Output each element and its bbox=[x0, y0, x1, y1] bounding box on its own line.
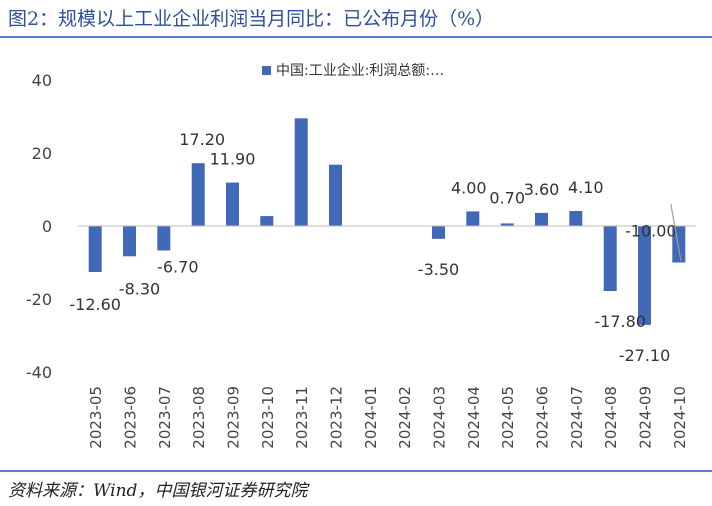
x-tick-label: 2023-06 bbox=[122, 386, 140, 449]
data-label: 11.90 bbox=[210, 150, 256, 169]
x-tick-label: 2023-10 bbox=[259, 386, 277, 449]
bar bbox=[638, 226, 651, 325]
x-axis: 2023-05 2023-06 2023-07 2023-08 2023-09 2023-… bbox=[87, 386, 689, 449]
data-label: -10.00 bbox=[625, 222, 677, 241]
x-tick-label: 2024-10 bbox=[671, 386, 689, 449]
bar bbox=[260, 216, 274, 226]
bar bbox=[294, 118, 308, 226]
bar bbox=[603, 226, 617, 291]
x-tick-label: 2024-09 bbox=[637, 386, 655, 449]
bar bbox=[466, 211, 480, 226]
x-tick-label: 2024-03 bbox=[431, 386, 449, 449]
x-tick-label: 2024-07 bbox=[568, 386, 586, 449]
chart: 中国:工业企业:利润总额:… 40 20 0 -20 -40 -12.60-8.30 -6… bbox=[26, 62, 696, 449]
top-rule bbox=[0, 36, 712, 38]
bar bbox=[88, 226, 102, 272]
bar bbox=[672, 226, 686, 263]
x-tick-label: 2023-07 bbox=[156, 386, 174, 449]
bars bbox=[88, 118, 686, 325]
data-label: 3.60 bbox=[524, 180, 560, 199]
x-tick-label: 2023-11 bbox=[293, 386, 311, 449]
x-tick-label: 2024-01 bbox=[362, 386, 380, 449]
bar bbox=[535, 212, 548, 226]
data-label: -3.50 bbox=[418, 260, 459, 279]
data-label: 4.10 bbox=[568, 178, 604, 197]
bar bbox=[500, 223, 514, 226]
bar bbox=[123, 226, 136, 257]
x-tick-label: 2023-08 bbox=[190, 386, 208, 449]
bar bbox=[157, 226, 171, 251]
bar bbox=[432, 226, 445, 239]
x-tick-label: 2024-06 bbox=[534, 386, 552, 449]
legend: 中国:工业企业:利润总额:… bbox=[262, 62, 444, 79]
bar bbox=[329, 164, 342, 226]
bar bbox=[226, 182, 239, 226]
x-tick-label: 2023-09 bbox=[225, 386, 243, 449]
data-label: -6.70 bbox=[157, 258, 198, 277]
bar bbox=[191, 163, 205, 226]
data-label: 4.00 bbox=[451, 178, 487, 197]
y-tick-label: 0 bbox=[42, 217, 52, 236]
data-label: -17.80 bbox=[594, 312, 646, 331]
x-tick-label: 2024-02 bbox=[396, 386, 414, 449]
y-axis: 40 20 0 -20 -40 bbox=[26, 71, 52, 382]
x-tick-label: 2023-05 bbox=[87, 386, 105, 449]
data-label: 17.20 bbox=[179, 130, 225, 149]
y-tick-label: 20 bbox=[32, 144, 52, 163]
figure-title: 图2：规模以上工业企业利润当月同比：已公布月份（%） bbox=[8, 8, 495, 30]
data-label: -27.10 bbox=[619, 346, 671, 365]
legend-swatch bbox=[262, 66, 271, 75]
bar bbox=[569, 211, 583, 226]
y-tick-label: 40 bbox=[32, 71, 52, 90]
source-note: 资料来源：Wind，中国银河证券研究院 bbox=[8, 481, 308, 501]
x-tick-label: 2024-05 bbox=[499, 386, 517, 449]
x-tick-label: 2023-12 bbox=[328, 386, 346, 449]
x-tick-label: 2024-04 bbox=[465, 386, 483, 449]
x-tick-label: 2024-08 bbox=[602, 386, 620, 449]
data-label: -8.30 bbox=[119, 279, 160, 298]
data-label: 0.70 bbox=[489, 188, 525, 207]
bottom-rule bbox=[0, 470, 712, 472]
leader-line bbox=[670, 203, 682, 261]
legend-label: 中国:工业企业:利润总额:… bbox=[276, 62, 444, 79]
data-label: -12.60 bbox=[69, 295, 121, 314]
y-tick-label: -40 bbox=[26, 363, 52, 382]
y-tick-label: -20 bbox=[26, 290, 52, 309]
